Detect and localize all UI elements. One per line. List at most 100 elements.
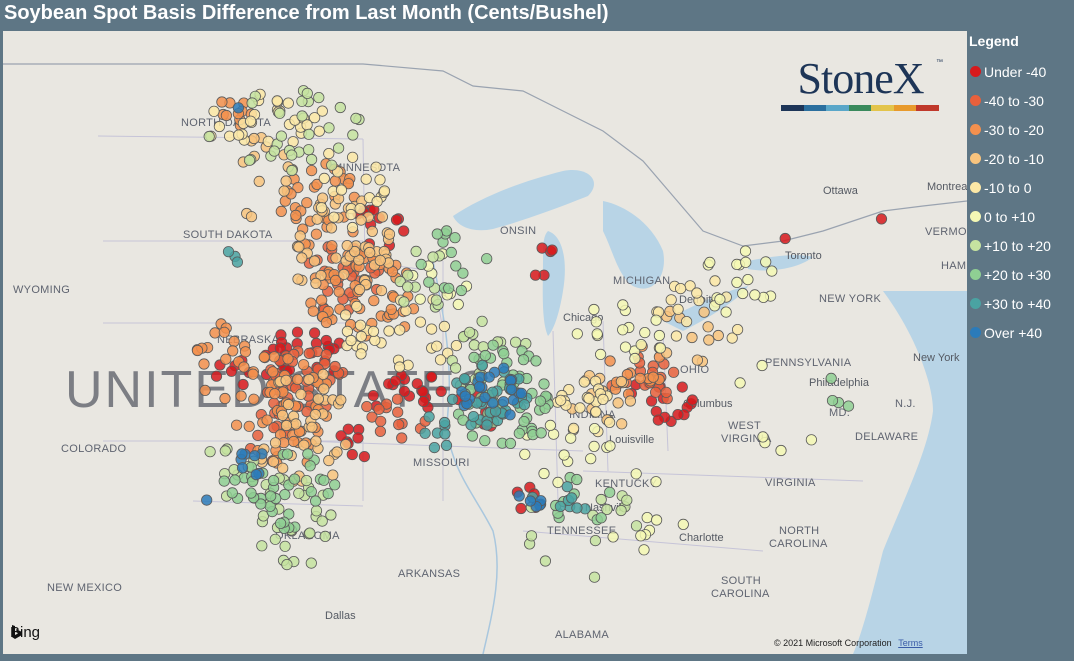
data-point[interactable] <box>316 515 328 527</box>
data-point[interactable] <box>483 371 495 383</box>
data-point[interactable] <box>591 328 603 340</box>
data-point[interactable] <box>518 399 531 411</box>
bing-attribution[interactable]: Bing <box>10 624 40 641</box>
data-point[interactable] <box>567 422 580 434</box>
data-point[interactable] <box>256 540 268 552</box>
data-point[interactable] <box>720 306 732 318</box>
data-point[interactable] <box>466 430 478 442</box>
data-point[interactable] <box>335 184 348 196</box>
data-point[interactable] <box>760 256 772 268</box>
data-point[interactable] <box>250 468 262 481</box>
data-point[interactable] <box>267 366 279 378</box>
data-point[interactable] <box>358 450 370 463</box>
data-point[interactable] <box>373 403 385 415</box>
data-point[interactable] <box>331 446 343 458</box>
data-point[interactable] <box>352 432 364 444</box>
data-point[interactable] <box>198 358 210 370</box>
data-point[interactable] <box>201 494 213 506</box>
data-point[interactable] <box>341 240 353 252</box>
data-point[interactable] <box>731 323 744 336</box>
data-point[interactable] <box>588 422 601 435</box>
data-point[interactable] <box>571 473 583 486</box>
data-point[interactable] <box>425 323 438 335</box>
data-point[interactable] <box>649 386 662 398</box>
data-point[interactable] <box>476 315 488 327</box>
data-point[interactable] <box>282 398 294 411</box>
data-point[interactable] <box>534 395 547 407</box>
data-point[interactable] <box>552 476 564 488</box>
data-point[interactable] <box>329 274 342 286</box>
data-point[interactable] <box>515 387 528 399</box>
data-point[interactable] <box>226 487 238 499</box>
data-point[interactable] <box>316 192 329 204</box>
data-point[interactable] <box>239 346 252 358</box>
data-point[interactable] <box>766 265 778 277</box>
data-point[interactable] <box>267 456 279 468</box>
data-point[interactable] <box>323 148 335 160</box>
data-point[interactable] <box>446 393 459 405</box>
data-point[interactable] <box>310 277 322 289</box>
data-point[interactable] <box>269 437 282 449</box>
data-point[interactable] <box>318 172 330 184</box>
data-point[interactable] <box>826 394 839 407</box>
data-point[interactable] <box>749 289 761 301</box>
data-point[interactable] <box>458 373 471 385</box>
data-point[interactable] <box>265 490 277 502</box>
data-point[interactable] <box>434 354 447 366</box>
data-point[interactable] <box>554 500 567 512</box>
data-point[interactable] <box>294 230 306 242</box>
data-point[interactable] <box>578 376 590 388</box>
data-point[interactable] <box>571 328 583 340</box>
data-point[interactable] <box>279 540 291 552</box>
data-point[interactable] <box>498 348 510 360</box>
data-point[interactable] <box>345 209 357 221</box>
data-point[interactable] <box>619 341 632 353</box>
data-point[interactable] <box>467 410 480 423</box>
data-point[interactable] <box>702 321 714 333</box>
data-point[interactable] <box>375 415 387 427</box>
data-point[interactable] <box>277 462 289 474</box>
data-point[interactable] <box>635 530 647 542</box>
data-point[interactable] <box>621 494 633 506</box>
data-point[interactable] <box>779 232 791 245</box>
data-point[interactable] <box>616 418 628 430</box>
data-point[interactable] <box>538 467 550 480</box>
data-point[interactable] <box>435 385 447 397</box>
data-point[interactable] <box>479 435 491 447</box>
data-point[interactable] <box>617 299 629 311</box>
data-point[interactable] <box>291 373 304 385</box>
data-point[interactable] <box>342 178 354 190</box>
data-point[interactable] <box>607 531 619 543</box>
data-point[interactable] <box>604 440 616 452</box>
data-point[interactable] <box>703 334 715 346</box>
data-point[interactable] <box>842 400 855 412</box>
data-point[interactable] <box>271 95 283 107</box>
data-point[interactable] <box>641 511 653 524</box>
data-point[interactable] <box>393 361 406 373</box>
data-point[interactable] <box>428 441 440 454</box>
data-point[interactable] <box>329 360 341 373</box>
legend-item[interactable]: +20 to +30 <box>969 260 1073 289</box>
legend-item[interactable]: Over +40 <box>969 318 1073 347</box>
data-point[interactable] <box>594 348 607 360</box>
data-point[interactable] <box>233 129 245 141</box>
data-point[interactable] <box>235 390 247 402</box>
data-point[interactable] <box>561 481 573 493</box>
data-point[interactable] <box>650 476 662 488</box>
data-point[interactable] <box>558 449 570 461</box>
data-point[interactable] <box>295 388 307 400</box>
data-point[interactable] <box>312 393 324 405</box>
data-point[interactable] <box>383 325 395 337</box>
data-point[interactable] <box>650 514 663 526</box>
data-point[interactable] <box>430 294 442 306</box>
data-point[interactable] <box>316 294 328 306</box>
data-point[interactable] <box>247 368 259 380</box>
data-point[interactable] <box>232 102 244 114</box>
data-point[interactable] <box>457 267 469 279</box>
data-point[interactable] <box>630 468 642 480</box>
data-point[interactable] <box>595 493 607 506</box>
data-point[interactable] <box>274 342 286 354</box>
data-point[interactable] <box>536 242 548 254</box>
data-point[interactable] <box>583 392 595 404</box>
data-point[interactable] <box>691 354 704 366</box>
